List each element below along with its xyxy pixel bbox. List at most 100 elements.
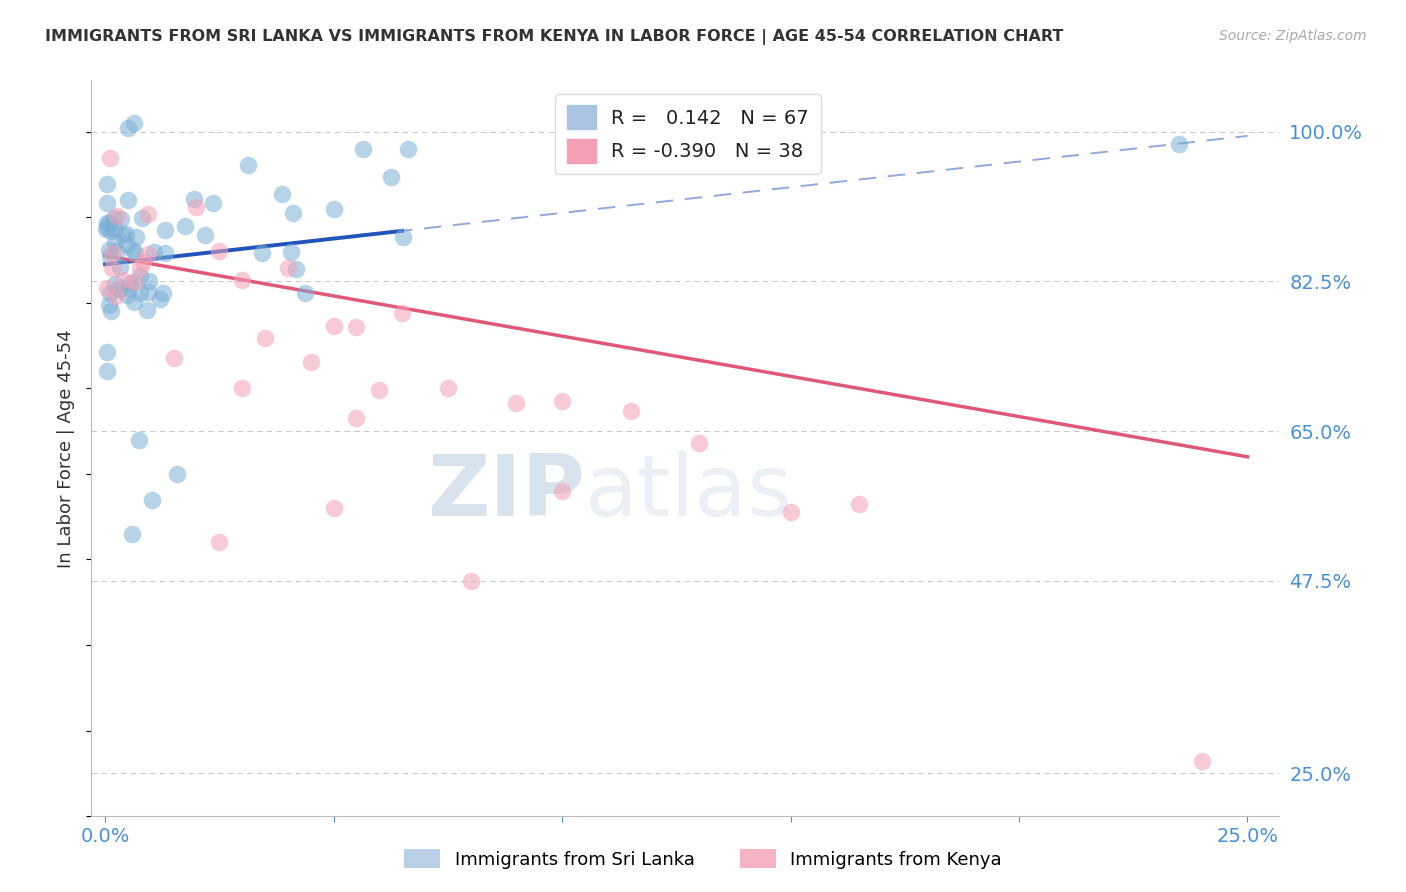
Point (136, 285, 159, 300)
Point (551, 483, 574, 498)
Point (96, 177, 118, 191)
Point (396, 142, 419, 156)
Point (108, 260, 131, 274)
Point (141, 492, 163, 507)
Point (122, 243, 145, 257)
Point (208, 535, 231, 549)
Point (105, 289, 128, 303)
Point (152, 285, 174, 300)
Point (96, 281, 118, 295)
Point (186, 200, 208, 214)
Point (153, 222, 176, 236)
Point (121, 526, 143, 541)
Point (122, 275, 145, 289)
Point (97, 217, 120, 231)
Point (132, 255, 155, 269)
Point (344, 320, 367, 334)
Point (231, 381, 253, 395)
Point (104, 222, 127, 236)
Point (1167, 137, 1189, 152)
Point (250, 246, 273, 260)
Point (105, 209, 128, 223)
Point (380, 170, 402, 185)
Point (98, 285, 121, 300)
Point (174, 219, 197, 233)
Point (322, 501, 344, 516)
Point (98, 298, 121, 312)
Point (115, 288, 138, 302)
Point (128, 268, 150, 283)
Point (96, 196, 118, 211)
Point (112, 228, 135, 243)
Point (142, 244, 165, 259)
Point (98, 249, 121, 263)
Point (391, 306, 413, 320)
Point (104, 277, 127, 292)
Text: ZIP: ZIP (426, 450, 585, 534)
Point (277, 261, 299, 276)
Point (208, 244, 231, 259)
Point (779, 505, 801, 519)
Point (138, 207, 160, 221)
Point (299, 355, 322, 369)
Point (284, 261, 307, 276)
Point (125, 230, 148, 244)
Point (131, 211, 153, 225)
Legend: R =   0.142   N = 67, R = -0.390   N = 38: R = 0.142 N = 67, R = -0.390 N = 38 (555, 94, 821, 174)
Point (96, 216, 118, 230)
Text: IMMIGRANTS FROM SRI LANKA VS IMMIGRANTS FROM KENYA IN LABOR FORCE | AGE 45-54 CO: IMMIGRANTS FROM SRI LANKA VS IMMIGRANTS … (45, 29, 1063, 45)
Point (96, 344, 118, 359)
Point (98, 243, 121, 257)
Point (138, 274, 160, 288)
Point (551, 394, 574, 409)
Point (202, 196, 225, 211)
Point (436, 381, 458, 395)
Point (96, 222, 118, 236)
Point (153, 246, 176, 260)
Point (352, 142, 374, 156)
Point (117, 193, 139, 207)
Point (136, 303, 159, 318)
Point (98, 152, 121, 166)
Point (322, 202, 344, 216)
Point (103, 235, 125, 250)
Point (122, 295, 145, 310)
Point (128, 433, 150, 447)
Point (1191, 754, 1213, 768)
Point (100, 224, 122, 238)
Point (136, 247, 159, 261)
Point (100, 260, 122, 275)
Point (117, 120, 139, 135)
Point (124, 246, 146, 260)
Point (162, 351, 184, 366)
Point (344, 411, 367, 425)
Point (183, 192, 205, 206)
Point (368, 383, 391, 397)
Point (114, 227, 136, 241)
Point (128, 286, 150, 301)
Point (688, 436, 710, 450)
Point (96, 364, 118, 378)
Point (103, 211, 125, 226)
Point (105, 244, 128, 258)
Point (271, 186, 294, 201)
Point (128, 260, 150, 275)
Point (848, 497, 870, 511)
Point (392, 229, 415, 244)
Point (294, 286, 316, 301)
Point (110, 212, 132, 227)
Point (118, 276, 141, 290)
Point (322, 318, 344, 333)
Point (619, 403, 641, 417)
Text: Source: ZipAtlas.com: Source: ZipAtlas.com (1219, 29, 1367, 43)
Point (96, 219, 118, 234)
Point (112, 273, 135, 287)
Point (460, 574, 482, 588)
Point (281, 206, 304, 220)
Point (115, 237, 138, 252)
Point (280, 244, 302, 259)
Text: atlas: atlas (585, 450, 793, 534)
Point (100, 303, 122, 318)
Point (194, 227, 217, 242)
Point (231, 273, 253, 287)
